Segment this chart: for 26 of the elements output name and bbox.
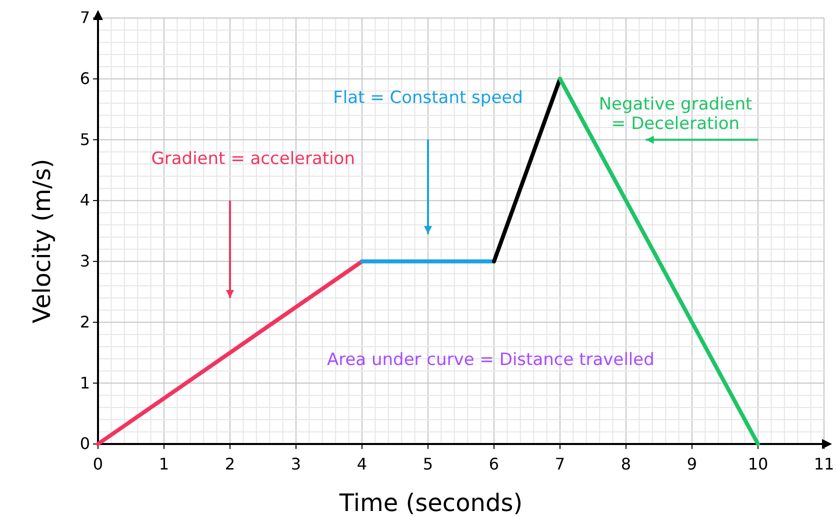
y-tick-label: 7 bbox=[80, 8, 90, 28]
x-tick-label: 4 bbox=[356, 454, 368, 474]
x-axis-title: Time (seconds) bbox=[338, 489, 523, 517]
annotation: Negative gradient = Deceleration bbox=[598, 94, 752, 134]
y-tick-label: 6 bbox=[80, 68, 90, 88]
y-tick-label: 2 bbox=[80, 312, 90, 332]
x-tick-label: 8 bbox=[620, 454, 632, 474]
x-tick-label: 10 bbox=[748, 454, 768, 474]
annotation: Area under curve = Distance travelled bbox=[326, 350, 654, 370]
x-tick-label: 9 bbox=[686, 454, 698, 474]
annotation: Flat = Constant speed bbox=[333, 88, 523, 108]
x-tick-label: 2 bbox=[224, 454, 236, 474]
x-tick-label: 5 bbox=[422, 454, 434, 474]
x-tick-label: 11 bbox=[814, 454, 834, 474]
y-tick-label: 0 bbox=[80, 434, 90, 454]
y-tick-label: 4 bbox=[80, 190, 90, 210]
x-tick-label: 1 bbox=[158, 454, 170, 474]
y-tick-label: 1 bbox=[80, 373, 90, 392]
y-tick-label: 3 bbox=[80, 252, 90, 271]
annotation: Gradient = acceleration bbox=[151, 149, 355, 170]
y-axis-title: Velocity (m/s) bbox=[28, 158, 56, 324]
x-tick-label: 7 bbox=[554, 454, 566, 474]
y-tick-label: 5 bbox=[80, 130, 90, 149]
x-tick-label: 6 bbox=[488, 454, 500, 474]
x-tick-label: 3 bbox=[290, 454, 302, 474]
x-tick-label: 0 bbox=[92, 454, 104, 474]
